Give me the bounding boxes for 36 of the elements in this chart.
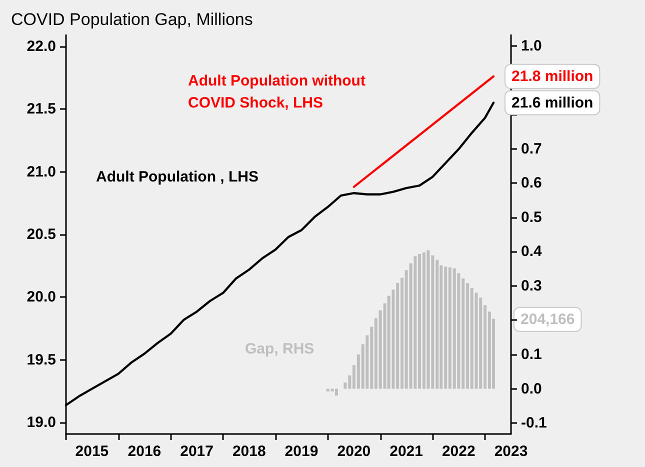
y2-tick-label: 1.0 bbox=[521, 37, 542, 54]
data-label: 21.8 million bbox=[512, 68, 594, 85]
text: Adult Population , LHS bbox=[96, 168, 258, 186]
x-tick-label: 2019 bbox=[284, 443, 318, 460]
x-tick-label: 2017 bbox=[180, 443, 214, 460]
text: Adult Population without COVID Shock, LHS bbox=[188, 72, 366, 112]
x-tick-label: 2023 bbox=[494, 443, 528, 460]
chart-title: COVID Population Gap, Millions bbox=[11, 10, 253, 29]
y-tick-label: 20.0 bbox=[26, 288, 56, 306]
y-tick-label: 20.5 bbox=[26, 226, 56, 243]
y-tick-label: 21.0 bbox=[26, 163, 56, 180]
y2-tick-label: 0.5 bbox=[521, 208, 542, 226]
y-tick-label: 22.0 bbox=[26, 38, 56, 55]
y2-tick-label: 0.1 bbox=[521, 346, 542, 363]
text: 204,166 bbox=[520, 310, 575, 328]
bar bbox=[414, 256, 417, 389]
bar bbox=[330, 388, 334, 392]
x-tick-label: 2016 bbox=[128, 443, 162, 460]
x-tick-label: 2018 bbox=[232, 443, 266, 460]
y-tick-label: 19.5 bbox=[26, 351, 56, 368]
y2-tick-label: 0.6 bbox=[521, 174, 542, 192]
y2-tick-label: 0.0 bbox=[521, 380, 542, 398]
x-tick-label: 2021 bbox=[390, 443, 423, 460]
x-tick-label: 2015 bbox=[75, 443, 109, 460]
y2-tick-label: -0.1 bbox=[521, 414, 547, 432]
bar bbox=[452, 268, 456, 389]
y2-tick-label: 0.3 bbox=[521, 277, 542, 294]
y2-tick-label: 0.7 bbox=[521, 140, 542, 158]
y-tick-label: 21.5 bbox=[26, 100, 56, 118]
x-tick-label: 2022 bbox=[442, 443, 476, 460]
y-tick-label: 19.0 bbox=[26, 414, 56, 432]
bar bbox=[334, 388, 338, 396]
x-tick-label: 2020 bbox=[337, 443, 371, 460]
bar bbox=[426, 250, 430, 389]
y2-tick-label: 0.4 bbox=[521, 243, 543, 260]
data-label: 21.6 million bbox=[512, 94, 594, 112]
